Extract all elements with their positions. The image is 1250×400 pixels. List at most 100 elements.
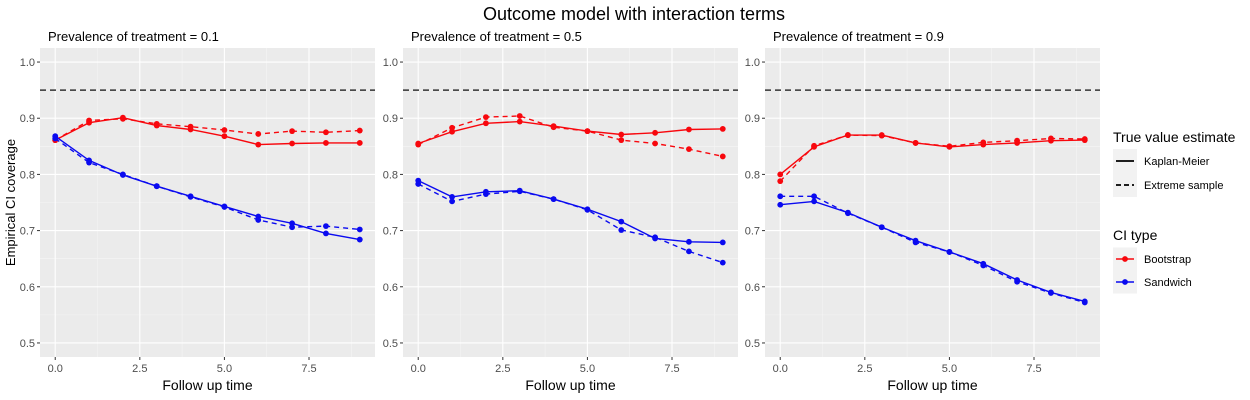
data-point (845, 210, 851, 217)
legend-label: Bootstrap (1144, 254, 1191, 266)
data-point (550, 124, 557, 131)
data-point (356, 236, 363, 243)
data-point (912, 140, 919, 146)
x-tick-label: 5.0 (580, 363, 595, 375)
panel-title: Prevalence of treatment = 0.5 (411, 29, 582, 44)
data-point (618, 227, 625, 233)
data-point (1014, 278, 1020, 285)
data-point (980, 262, 987, 269)
y-tick-label: 0.5 (20, 338, 35, 350)
y-tick-label: 0.9 (745, 113, 760, 125)
y-tick-label: 1.0 (20, 57, 35, 69)
data-point (120, 171, 126, 178)
legend-point-swatch (1122, 256, 1128, 262)
legend-label: Kaplan-Meier (1144, 156, 1210, 168)
panel-1: Prevalence of treatment = 0.1 0.5 0.6 0.7 0.… (3, 29, 375, 393)
data-point (686, 238, 692, 245)
data-point (289, 140, 295, 147)
data-point (1048, 290, 1054, 296)
data-point (719, 239, 726, 246)
data-point (550, 196, 557, 203)
data-point (777, 171, 784, 178)
x-tick-label: 7.5 (301, 363, 316, 375)
data-point (652, 129, 658, 136)
x-tick-label: 0.0 (411, 363, 426, 375)
data-point (878, 132, 885, 139)
series-line (54, 118, 360, 141)
data-point (449, 193, 455, 200)
data-point (652, 140, 658, 147)
data-point (323, 129, 329, 136)
x-tick-label: 5.0 (942, 363, 957, 375)
x-tick-label: 0.0 (773, 363, 788, 375)
data-point (356, 127, 363, 134)
x-tick-label: 7.5 (664, 363, 679, 375)
data-point (86, 117, 92, 124)
y-tick-label: 1.0 (745, 57, 760, 69)
data-point (811, 198, 817, 205)
y-tick-label: 0.6 (20, 282, 35, 294)
data-point (255, 141, 262, 148)
data-point (516, 188, 523, 195)
legend-label: Sandwich (1144, 277, 1192, 289)
legend-label: Extreme sample (1144, 180, 1223, 192)
data-point (356, 226, 363, 233)
data-point (449, 124, 455, 131)
series-line (779, 134, 1085, 182)
data-point (1081, 136, 1088, 142)
y-tick-label: 0.5 (745, 338, 760, 350)
y-tick-label: 0.8 (745, 169, 760, 181)
y-tick-label: 0.8 (383, 169, 398, 181)
y-tick-label: 1.0 (383, 57, 398, 69)
series-line (417, 120, 723, 145)
data-point (845, 132, 851, 138)
data-point (289, 224, 295, 231)
y-tick-label: 0.9 (383, 113, 398, 125)
x-tick-label: 0.0 (48, 363, 63, 375)
x-axis-title: Follow up time (887, 377, 977, 393)
data-point (811, 193, 817, 200)
series-line (54, 137, 360, 231)
data-point (153, 120, 160, 127)
legend-item-extreme-sample: Extreme sample (1113, 173, 1223, 197)
data-point (777, 193, 784, 200)
series-line (417, 183, 724, 264)
data-point (187, 123, 194, 130)
data-point (221, 204, 228, 210)
data-point (686, 248, 692, 255)
series-bootstrap-extreme-sample (777, 132, 1088, 185)
x-tick-label: 2.5 (132, 363, 147, 375)
legend: True value estimate Kaplan-Meier Extreme s… (1113, 129, 1236, 294)
data-point (415, 181, 422, 187)
legend-item-sandwich: Sandwich (1113, 270, 1192, 294)
data-point (1048, 135, 1054, 142)
data-point (323, 223, 329, 229)
y-tick-label: 0.7 (20, 226, 35, 238)
data-point (777, 178, 784, 185)
x-axis-title: Follow up time (525, 377, 615, 393)
series-line (780, 200, 1085, 303)
series-line (780, 195, 1085, 304)
data-point (1081, 299, 1088, 306)
data-point (289, 128, 295, 135)
data-point (323, 140, 329, 146)
y-tick-label: 0.7 (745, 226, 760, 238)
data-point (618, 218, 625, 225)
y-tick-label: 0.9 (20, 113, 35, 125)
y-tick-label: 0.7 (383, 226, 398, 238)
data-point (221, 133, 228, 140)
y-tick-label: 0.6 (745, 282, 760, 294)
data-point (946, 143, 953, 150)
data-point (946, 249, 953, 255)
data-point (719, 153, 726, 160)
data-point (153, 183, 160, 190)
x-tick-label: 5.0 (217, 363, 232, 375)
data-point (777, 201, 784, 208)
legend-item-kaplan-meier: Kaplan-Meier (1113, 149, 1210, 173)
data-point (719, 259, 726, 266)
y-axis-title: Empirical CI coverage (3, 139, 18, 266)
data-point (483, 114, 489, 121)
data-point (255, 217, 262, 223)
data-point (52, 135, 59, 142)
series-sandwich-extreme-sample (415, 181, 726, 266)
